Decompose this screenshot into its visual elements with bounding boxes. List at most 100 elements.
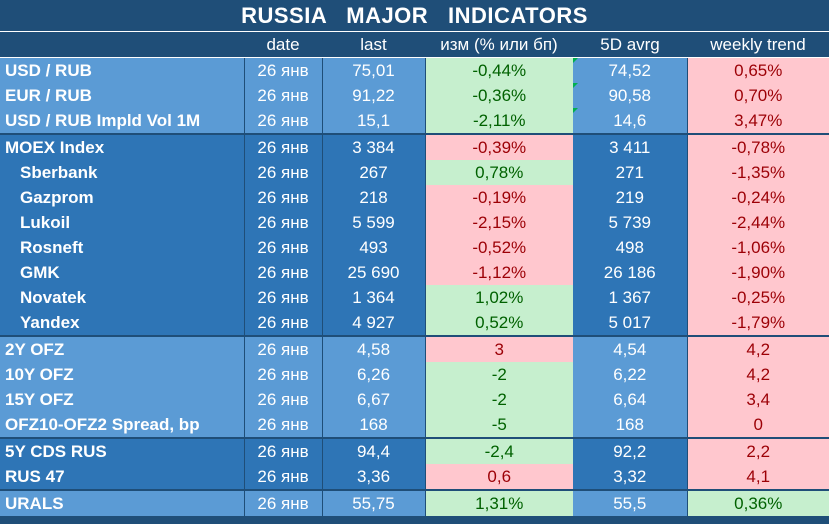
row-weekly: -2,44% bbox=[687, 210, 829, 235]
row-date: 26 янв bbox=[244, 160, 323, 185]
row-weekly: 3,47% bbox=[687, 108, 829, 134]
row-weekly: -0,25% bbox=[687, 285, 829, 310]
row-avg5d: 14,6 bbox=[573, 108, 688, 134]
table-row: 15Y OFZ 26 янв 6,67 -2 6,64 3,4 bbox=[0, 387, 829, 412]
row-weekly: 4,2 bbox=[687, 362, 829, 387]
table-row: URALS 26 янв 55,75 1,31% 55,5 0,36% bbox=[0, 489, 829, 516]
row-change: -0,39% bbox=[425, 133, 573, 160]
header-weekly: weekly trend bbox=[687, 32, 829, 58]
row-last: 75,01 bbox=[322, 57, 426, 83]
row-name: Gazprom bbox=[0, 185, 245, 210]
row-date: 26 янв bbox=[244, 108, 323, 134]
table-row: 5Y CDS RUS 26 янв 94,4 -2,4 92,2 2,2 bbox=[0, 437, 829, 464]
row-date: 26 янв bbox=[244, 387, 323, 412]
row-avg5d: 26 186 bbox=[573, 260, 688, 285]
table-row: USD / RUB 26 янв 75,01 -0,44% 74,52 0,65% bbox=[0, 57, 829, 83]
row-weekly: -0,24% bbox=[687, 185, 829, 210]
row-change: 3 bbox=[425, 335, 573, 362]
row-avg5d: 168 bbox=[573, 412, 688, 438]
table-row: Gazprom 26 янв 218 -0,19% 219 -0,24% bbox=[0, 185, 829, 210]
row-weekly: 0,36% bbox=[687, 489, 829, 516]
row-weekly: 0,70% bbox=[687, 83, 829, 108]
table-row: RUS 47 26 янв 3,36 0,6 3,32 4,1 bbox=[0, 464, 829, 490]
row-change: -2,4 bbox=[425, 437, 573, 464]
row-avg5d: 498 bbox=[573, 235, 688, 260]
row-weekly: 0,65% bbox=[687, 57, 829, 83]
row-last: 493 bbox=[322, 235, 426, 260]
row-avg5d: 3 411 bbox=[573, 133, 688, 160]
row-change: 0,6 bbox=[425, 464, 573, 490]
row-change: 0,78% bbox=[425, 160, 573, 185]
row-last: 4,58 bbox=[322, 335, 426, 362]
row-change: -5 bbox=[425, 412, 573, 438]
row-name: 10Y OFZ bbox=[0, 362, 245, 387]
row-date: 26 янв bbox=[244, 489, 323, 516]
row-last: 94,4 bbox=[322, 437, 426, 464]
indicators-table: date last изм (% или бп) 5D avrg weekly … bbox=[0, 32, 829, 516]
table-row: OFZ10-OFZ2 Spread, bp 26 янв 168 -5 168 0 bbox=[0, 412, 829, 438]
row-weekly: 4,2 bbox=[687, 335, 829, 362]
row-name: RUS 47 bbox=[0, 464, 245, 490]
row-avg5d: 6,64 bbox=[573, 387, 688, 412]
header-last: last bbox=[322, 32, 425, 58]
row-change: -1,12% bbox=[425, 260, 573, 285]
row-avg5d: 4,54 bbox=[573, 335, 688, 362]
table-row: Rosneft 26 янв 493 -0,52% 498 -1,06% bbox=[0, 235, 829, 260]
row-avg5d: 90,58 bbox=[573, 83, 688, 108]
table-row: Lukoil 26 янв 5 599 -2,15% 5 739 -2,44% bbox=[0, 210, 829, 235]
row-name: Sberbank bbox=[0, 160, 245, 185]
header-date: date bbox=[244, 32, 322, 58]
row-last: 3 384 bbox=[322, 133, 426, 160]
row-change: -0,52% bbox=[425, 235, 573, 260]
table-row: Novatek 26 янв 1 364 1,02% 1 367 -0,25% bbox=[0, 285, 829, 310]
table-row: 2Y OFZ 26 янв 4,58 3 4,54 4,2 bbox=[0, 335, 829, 362]
row-avg5d: 271 bbox=[573, 160, 688, 185]
row-change: -0,44% bbox=[425, 57, 573, 83]
table-row: EUR / RUB 26 янв 91,22 -0,36% 90,58 0,70% bbox=[0, 83, 829, 108]
row-weekly: 4,1 bbox=[687, 464, 829, 490]
row-last: 6,67 bbox=[322, 387, 426, 412]
row-weekly: 2,2 bbox=[687, 437, 829, 464]
row-date: 26 янв bbox=[244, 362, 323, 387]
table-row: Sberbank 26 янв 267 0,78% 271 -1,35% bbox=[0, 160, 829, 185]
row-change: -2,15% bbox=[425, 210, 573, 235]
row-date: 26 янв bbox=[244, 437, 323, 464]
row-avg5d: 74,52 bbox=[573, 57, 688, 83]
row-name: GMK bbox=[0, 260, 245, 285]
row-avg5d: 5 739 bbox=[573, 210, 688, 235]
row-change: -0,19% bbox=[425, 185, 573, 210]
row-name: URALS bbox=[0, 489, 245, 516]
row-date: 26 янв bbox=[244, 310, 323, 336]
row-last: 168 bbox=[322, 412, 426, 438]
row-avg5d: 3,32 bbox=[573, 464, 688, 490]
row-last: 91,22 bbox=[322, 83, 426, 108]
row-name: USD / RUB Impld Vol 1M bbox=[0, 108, 245, 134]
row-weekly: 0 bbox=[687, 412, 829, 438]
header-row: date last изм (% или бп) 5D avrg weekly … bbox=[0, 32, 829, 58]
row-name: OFZ10-OFZ2 Spread, bp bbox=[0, 412, 245, 438]
row-date: 26 янв bbox=[244, 57, 323, 83]
row-name: 15Y OFZ bbox=[0, 387, 245, 412]
row-last: 4 927 bbox=[322, 310, 426, 336]
row-date: 26 янв bbox=[244, 412, 323, 438]
row-avg5d: 219 bbox=[573, 185, 688, 210]
header-avg5d: 5D avrg bbox=[573, 32, 687, 58]
header-name bbox=[0, 32, 244, 58]
row-avg5d: 92,2 bbox=[573, 437, 688, 464]
row-date: 26 янв bbox=[244, 464, 323, 490]
row-last: 25 690 bbox=[322, 260, 426, 285]
row-weekly: -1,79% bbox=[687, 310, 829, 336]
row-date: 26 янв bbox=[244, 260, 323, 285]
row-last: 1 364 bbox=[322, 285, 426, 310]
row-name: Lukoil bbox=[0, 210, 245, 235]
table-row: 10Y OFZ 26 янв 6,26 -2 6,22 4,2 bbox=[0, 362, 829, 387]
row-name: EUR / RUB bbox=[0, 83, 245, 108]
table-row: USD / RUB Impld Vol 1M 26 янв 15,1 -2,11% 14… bbox=[0, 108, 829, 134]
row-name: Yandex bbox=[0, 310, 245, 336]
row-change: 1,02% bbox=[425, 285, 573, 310]
row-date: 26 янв bbox=[244, 185, 323, 210]
row-change: -0,36% bbox=[425, 83, 573, 108]
row-change: 1,31% bbox=[425, 489, 573, 516]
row-name: MOEX Index bbox=[0, 133, 245, 160]
